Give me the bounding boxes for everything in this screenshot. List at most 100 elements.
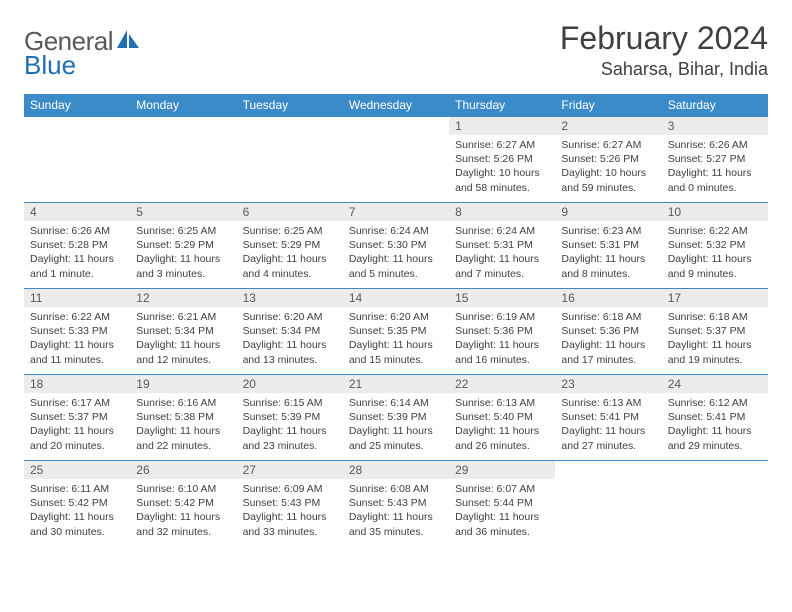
sunrise-text: Sunrise: 6:10 AM <box>136 482 230 496</box>
calendar-day-cell: 18Sunrise: 6:17 AMSunset: 5:37 PMDayligh… <box>24 375 130 461</box>
sunrise-text: Sunrise: 6:23 AM <box>561 224 655 238</box>
day-number <box>130 117 236 121</box>
daylight-text: Daylight: 11 hours and 27 minutes. <box>561 424 655 452</box>
daylight-text: Daylight: 11 hours and 7 minutes. <box>455 252 549 280</box>
weekday-header: Sunday <box>24 94 130 117</box>
calendar-day-cell: 25Sunrise: 6:11 AMSunset: 5:42 PMDayligh… <box>24 461 130 547</box>
day-number: 22 <box>449 375 555 393</box>
daylight-text: Daylight: 11 hours and 23 minutes. <box>243 424 337 452</box>
daylight-text: Daylight: 11 hours and 0 minutes. <box>668 166 762 194</box>
day-number: 10 <box>662 203 768 221</box>
daylight-text: Daylight: 11 hours and 1 minute. <box>30 252 124 280</box>
daylight-text: Daylight: 11 hours and 35 minutes. <box>349 510 443 538</box>
sunset-text: Sunset: 5:39 PM <box>349 410 443 424</box>
weekday-header: Monday <box>130 94 236 117</box>
calendar-week-row: 11Sunrise: 6:22 AMSunset: 5:33 PMDayligh… <box>24 289 768 375</box>
month-title: February 2024 <box>560 20 768 57</box>
day-details: Sunrise: 6:21 AMSunset: 5:34 PMDaylight:… <box>130 307 236 371</box>
calendar-day-cell: 28 Sunrise: 6:08 AMSunset: 5:43 PMDayligh… <box>343 461 449 547</box>
sunrise-text: Sunrise: 6:24 AM <box>349 224 443 238</box>
sunset-text: Sunset: 5:43 PM <box>243 496 337 510</box>
calendar-day-cell <box>237 117 343 203</box>
sunrise-text: Sunrise: 6:08 AM <box>349 482 443 496</box>
day-number: 29 <box>449 461 555 479</box>
daylight-text: Daylight: 10 hours and 59 minutes. <box>561 166 655 194</box>
sunset-text: Sunset: 5:36 PM <box>455 324 549 338</box>
daylight-text: Daylight: 11 hours and 4 minutes. <box>243 252 337 280</box>
calendar-day-cell: 19Sunrise: 6:16 AMSunset: 5:38 PMDayligh… <box>130 375 236 461</box>
calendar-day-cell: 23Sunrise: 6:13 AMSunset: 5:41 PMDayligh… <box>555 375 661 461</box>
day-details: Sunrise: 6:14 AMSunset: 5:39 PMDaylight:… <box>343 393 449 457</box>
sunset-text: Sunset: 5:39 PM <box>243 410 337 424</box>
day-details: Sunrise: 6:26 AMSunset: 5:27 PMDaylight:… <box>662 135 768 199</box>
calendar-week-row: 18Sunrise: 6:17 AMSunset: 5:37 PMDayligh… <box>24 375 768 461</box>
daylight-text: Daylight: 11 hours and 29 minutes. <box>668 424 762 452</box>
day-number: 23 <box>555 375 661 393</box>
day-number: 13 <box>237 289 343 307</box>
daylight-text: Daylight: 11 hours and 9 minutes. <box>668 252 762 280</box>
daylight-text: Daylight: 11 hours and 5 minutes. <box>349 252 443 280</box>
day-details: Sunrise: 6:24 AMSunset: 5:31 PMDaylight:… <box>449 221 555 285</box>
sunset-text: Sunset: 5:41 PM <box>561 410 655 424</box>
sunrise-text: Sunrise: 6:26 AM <box>668 138 762 152</box>
day-details: Sunrise: 6:18 AMSunset: 5:37 PMDaylight:… <box>662 307 768 371</box>
day-number: 1 <box>449 117 555 135</box>
calendar-day-cell: 26Sunrise: 6:10 AMSunset: 5:42 PMDayligh… <box>130 461 236 547</box>
day-details: Sunrise: 6:16 AMSunset: 5:38 PMDaylight:… <box>130 393 236 457</box>
day-details: Sunrise: 6:10 AMSunset: 5:42 PMDaylight:… <box>130 479 236 543</box>
calendar-day-cell: 2Sunrise: 6:27 AMSunset: 5:26 PMDaylight… <box>555 117 661 203</box>
day-details: Sunrise: 6:24 AMSunset: 5:30 PMDaylight:… <box>343 221 449 285</box>
sunset-text: Sunset: 5:27 PM <box>668 152 762 166</box>
daylight-text: Daylight: 10 hours and 58 minutes. <box>455 166 549 194</box>
sunset-text: Sunset: 5:29 PM <box>136 238 230 252</box>
sail-icon <box>115 28 141 55</box>
sunrise-text: Sunrise: 6:22 AM <box>30 310 124 324</box>
daylight-text: Daylight: 11 hours and 12 minutes. <box>136 338 230 366</box>
sunset-text: Sunset: 5:34 PM <box>243 324 337 338</box>
day-number: 19 <box>130 375 236 393</box>
calendar-day-cell: 22Sunrise: 6:13 AMSunset: 5:40 PMDayligh… <box>449 375 555 461</box>
sunrise-text: Sunrise: 6:13 AM <box>561 396 655 410</box>
calendar-day-cell <box>662 461 768 547</box>
calendar-day-cell <box>555 461 661 547</box>
sunrise-text: Sunrise: 6:12 AM <box>668 396 762 410</box>
calendar-day-cell <box>24 117 130 203</box>
calendar-day-cell: 9Sunrise: 6:23 AMSunset: 5:31 PMDaylight… <box>555 203 661 289</box>
calendar-week-row: 25Sunrise: 6:11 AMSunset: 5:42 PMDayligh… <box>24 461 768 547</box>
day-number <box>343 117 449 121</box>
daylight-text: Daylight: 11 hours and 13 minutes. <box>243 338 337 366</box>
calendar-day-cell: 3Sunrise: 6:26 AMSunset: 5:27 PMDaylight… <box>662 117 768 203</box>
sunset-text: Sunset: 5:43 PM <box>349 496 443 510</box>
day-details: Sunrise: 6:19 AMSunset: 5:36 PMDaylight:… <box>449 307 555 371</box>
calendar-week-row: 4Sunrise: 6:26 AMSunset: 5:28 PMDaylight… <box>24 203 768 289</box>
day-number: 6 <box>237 203 343 221</box>
daylight-text: Daylight: 11 hours and 32 minutes. <box>136 510 230 538</box>
day-number: 28 <box>343 461 449 479</box>
daylight-text: Daylight: 11 hours and 33 minutes. <box>243 510 337 538</box>
sunrise-text: Sunrise: 6:18 AM <box>561 310 655 324</box>
day-number: 17 <box>662 289 768 307</box>
day-number: 12 <box>130 289 236 307</box>
daylight-text: Daylight: 11 hours and 25 minutes. <box>349 424 443 452</box>
sunrise-text: Sunrise: 6:11 AM <box>30 482 124 496</box>
day-number <box>24 117 130 121</box>
day-details: Sunrise: 6:13 AMSunset: 5:41 PMDaylight:… <box>555 393 661 457</box>
day-number: 16 <box>555 289 661 307</box>
day-details: Sunrise: 6:25 AMSunset: 5:29 PMDaylight:… <box>130 221 236 285</box>
day-details: Sunrise: 6:11 AMSunset: 5:42 PMDaylight:… <box>24 479 130 543</box>
sunset-text: Sunset: 5:33 PM <box>30 324 124 338</box>
day-number: 15 <box>449 289 555 307</box>
weekday-header: Wednesday <box>343 94 449 117</box>
sunset-text: Sunset: 5:31 PM <box>561 238 655 252</box>
day-details: Sunrise: 6:09 AMSunset: 5:43 PMDaylight:… <box>237 479 343 543</box>
calendar-day-cell: 17Sunrise: 6:18 AMSunset: 5:37 PMDayligh… <box>662 289 768 375</box>
day-number: 18 <box>24 375 130 393</box>
sunrise-text: Sunrise: 6:19 AM <box>455 310 549 324</box>
calendar-week-row: 1Sunrise: 6:27 AMSunset: 5:26 PMDaylight… <box>24 117 768 203</box>
sunrise-text: Sunrise: 6:24 AM <box>455 224 549 238</box>
sunset-text: Sunset: 5:38 PM <box>136 410 230 424</box>
brand-word-2: Blue <box>24 50 76 81</box>
daylight-text: Daylight: 11 hours and 20 minutes. <box>30 424 124 452</box>
calendar-day-cell: 6Sunrise: 6:25 AMSunset: 5:29 PMDaylight… <box>237 203 343 289</box>
daylight-text: Daylight: 11 hours and 36 minutes. <box>455 510 549 538</box>
